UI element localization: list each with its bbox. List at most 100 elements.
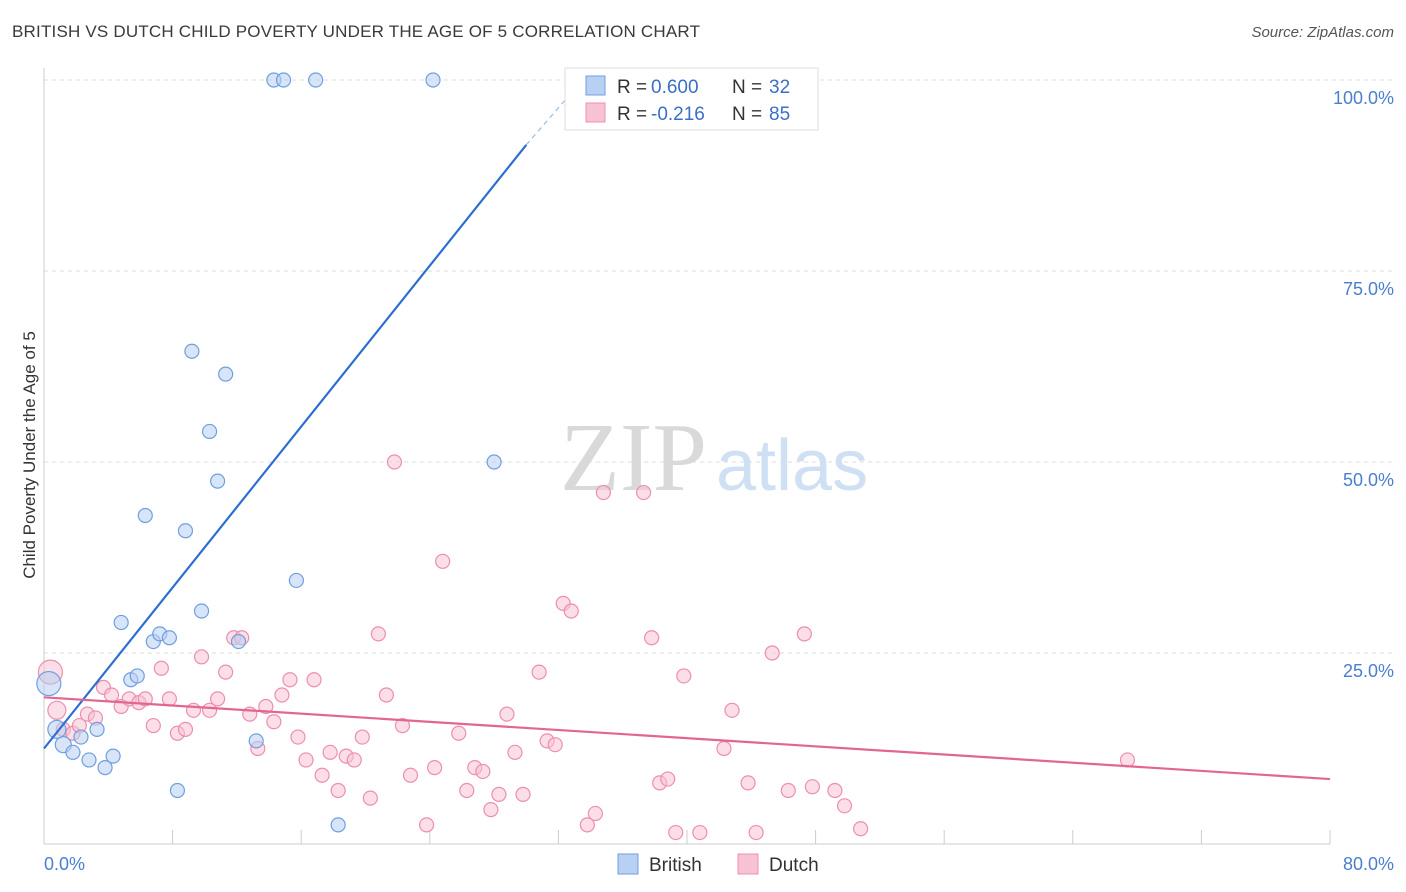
british-point	[89, 721, 105, 738]
dutch-point	[579, 817, 595, 833]
dutch-point	[475, 763, 491, 780]
legend-dutch-r-value: -0.216	[651, 104, 705, 125]
dutch-point	[676, 668, 692, 684]
dutch-point	[435, 553, 451, 569]
x-tick-label-min: 0.0%	[44, 854, 85, 874]
british-point	[230, 633, 247, 650]
y-tick-label: 100.0%	[1333, 88, 1394, 108]
legend-dutch-r-label: R =	[617, 104, 647, 125]
dutch-point	[780, 782, 796, 799]
british-point	[105, 748, 121, 764]
dutch-point	[499, 706, 515, 722]
dutch-point	[258, 698, 274, 715]
y-tick-label: 75.0%	[1343, 279, 1394, 299]
british-point	[129, 668, 145, 684]
legend-bottom-british-label: British	[649, 855, 702, 876]
dutch-point	[587, 805, 603, 822]
dutch-point	[161, 691, 177, 707]
dutch-point	[386, 454, 403, 470]
y-axis-label: Child Poverty Under the Age of 5	[20, 331, 39, 579]
dutch-point	[635, 484, 652, 501]
british-points	[36, 72, 502, 833]
dutch-point	[137, 691, 153, 707]
dutch-point	[595, 484, 612, 501]
dutch-point	[451, 725, 467, 741]
legend-bottom-british-swatch	[617, 853, 639, 875]
dutch-points	[37, 454, 1136, 841]
dutch-point	[796, 626, 812, 642]
dutch-point	[853, 821, 869, 837]
dutch-point	[177, 721, 194, 738]
dutch-point	[692, 824, 708, 841]
dutch-point	[306, 672, 322, 688]
legend-british-swatch	[585, 75, 606, 96]
dutch-point	[354, 729, 370, 745]
dutch-point	[531, 664, 547, 680]
dutch-point	[282, 672, 298, 688]
british-point	[97, 759, 113, 776]
dutch-point	[827, 782, 843, 799]
british-point	[288, 572, 304, 589]
y-tick-label: 50.0%	[1343, 470, 1394, 490]
british-point	[193, 603, 210, 619]
dutch-point	[298, 752, 314, 768]
dutch-point	[836, 798, 853, 814]
dutch-point	[330, 782, 346, 799]
dutch-point	[153, 660, 169, 676]
british-point	[36, 670, 62, 697]
dutch-point	[402, 767, 419, 783]
british-point	[184, 343, 200, 359]
dutch-point	[724, 702, 740, 718]
dutch-point	[660, 771, 676, 787]
dutch-point	[266, 714, 282, 730]
legend-british-r-label: R =	[617, 77, 647, 98]
british-point	[210, 473, 226, 489]
x-axis-ticks	[43, 830, 1331, 844]
y-tick-labels: 100.0% 75.0% 50.0% 25.0%	[1333, 88, 1394, 681]
legend-british-n-value: 32	[769, 77, 790, 98]
dutch-point	[274, 687, 290, 703]
dutch-point	[346, 752, 362, 768]
watermark-atlas: atlas	[716, 426, 868, 506]
dutch-point	[563, 603, 579, 619]
legend-bottom: British Dutch	[617, 853, 819, 876]
dutch-point	[491, 786, 507, 802]
grid-lines	[44, 79, 1392, 654]
legend-british-n-label: N =	[732, 77, 762, 98]
british-point	[177, 523, 194, 539]
british-point	[308, 72, 324, 88]
dutch-point	[547, 737, 563, 753]
watermark: ZIP atlas	[560, 404, 868, 512]
british-point	[47, 719, 67, 740]
dutch-point	[145, 717, 161, 734]
british-point	[65, 744, 81, 760]
dutch-point	[185, 702, 202, 718]
chart-title: BRITISH VS DUTCH CHILD POVERTY UNDER THE…	[12, 22, 701, 41]
british-point	[330, 817, 346, 833]
dutch-point	[290, 729, 306, 745]
legend-bottom-dutch-swatch	[737, 853, 759, 875]
british-trend-line	[43, 144, 528, 750]
dutch-point	[427, 759, 443, 776]
trend-lines	[43, 79, 1331, 781]
british-point	[113, 614, 129, 631]
dutch-point	[210, 691, 226, 707]
source-label: Source: ZipAtlas.com	[1251, 24, 1394, 41]
british-point	[201, 423, 218, 440]
dutch-point	[804, 779, 820, 795]
british-point	[248, 733, 264, 749]
dutch-point	[668, 824, 684, 841]
legend-dutch-n-label: N =	[732, 104, 762, 125]
british-point	[425, 72, 441, 88]
dutch-point	[459, 782, 475, 799]
y-tick-label: 25.0%	[1343, 661, 1394, 681]
legend-box	[564, 67, 819, 131]
watermark-zip: ZIP	[560, 404, 707, 512]
british-point	[218, 366, 234, 382]
legend-dutch-swatch	[585, 102, 606, 123]
british-point	[275, 72, 292, 88]
british-point	[137, 507, 153, 524]
dutch-trend-line	[43, 696, 1331, 781]
legend-british-r-value: 0.600	[651, 77, 699, 98]
